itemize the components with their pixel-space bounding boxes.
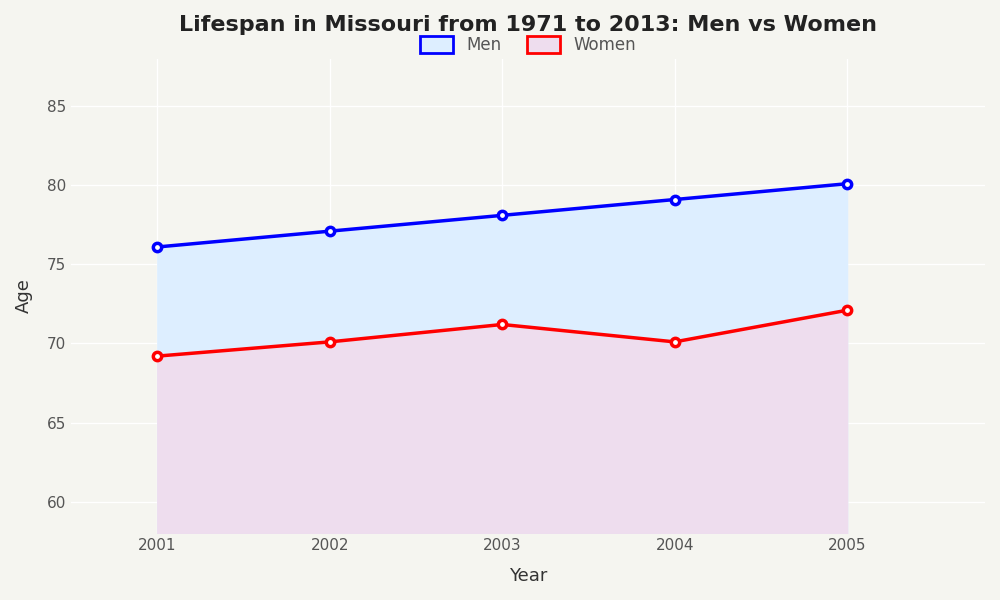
Legend: Men, Women: Men, Women — [413, 29, 643, 61]
Title: Lifespan in Missouri from 1971 to 2013: Men vs Women: Lifespan in Missouri from 1971 to 2013: … — [179, 15, 877, 35]
Y-axis label: Age: Age — [15, 278, 33, 313]
X-axis label: Year: Year — [509, 567, 547, 585]
